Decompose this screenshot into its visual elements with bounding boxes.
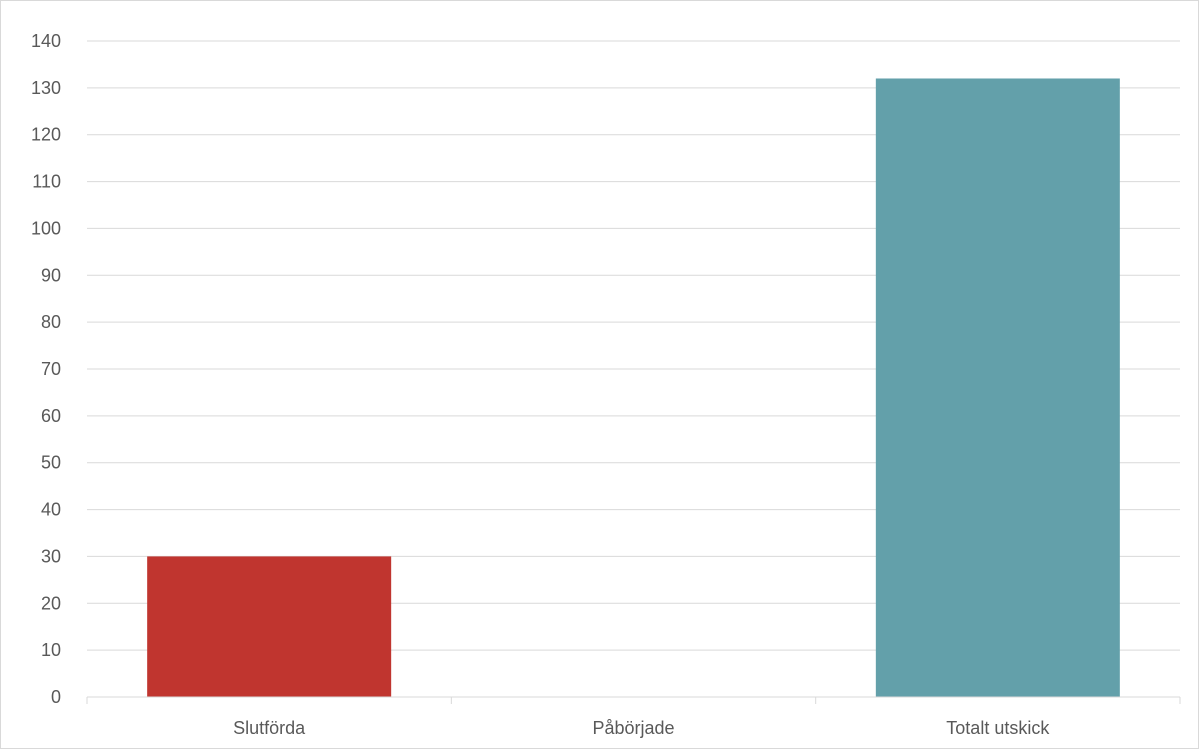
y-tick-label: 50 <box>41 453 61 473</box>
x-tick-label: Slutförda <box>233 718 306 738</box>
y-tick-label: 120 <box>31 125 61 145</box>
y-tick-label: 10 <box>41 640 61 660</box>
bars <box>147 78 1120 697</box>
y-tick-label: 90 <box>41 265 61 285</box>
y-tick-label: 40 <box>41 500 61 520</box>
y-tick-label: 70 <box>41 359 61 379</box>
y-tick-label: 0 <box>51 687 61 707</box>
y-tick-label: 60 <box>41 406 61 426</box>
y-tick-label: 110 <box>32 172 61 192</box>
bar-slutförda <box>147 556 392 697</box>
y-tick-label: 100 <box>31 218 61 238</box>
x-tick-label: Påbörjade <box>592 718 674 738</box>
x-axis-labels: Slutförda Påbörjade Totalt utskick <box>233 718 1050 738</box>
y-tick-label: 140 <box>31 31 61 51</box>
y-tick-label: 20 <box>41 593 61 613</box>
x-axis <box>86 696 1181 704</box>
bar-totalt-utskick <box>875 78 1120 697</box>
y-axis-ticks: 0 10 20 30 40 50 60 70 80 90 100 110 120 130 140 <box>31 31 61 707</box>
y-tick-label: 30 <box>41 546 61 566</box>
y-tick-label: 80 <box>41 312 61 332</box>
x-tick-label: Totalt utskick <box>946 718 1050 738</box>
y-tick-label: 130 <box>31 78 61 98</box>
